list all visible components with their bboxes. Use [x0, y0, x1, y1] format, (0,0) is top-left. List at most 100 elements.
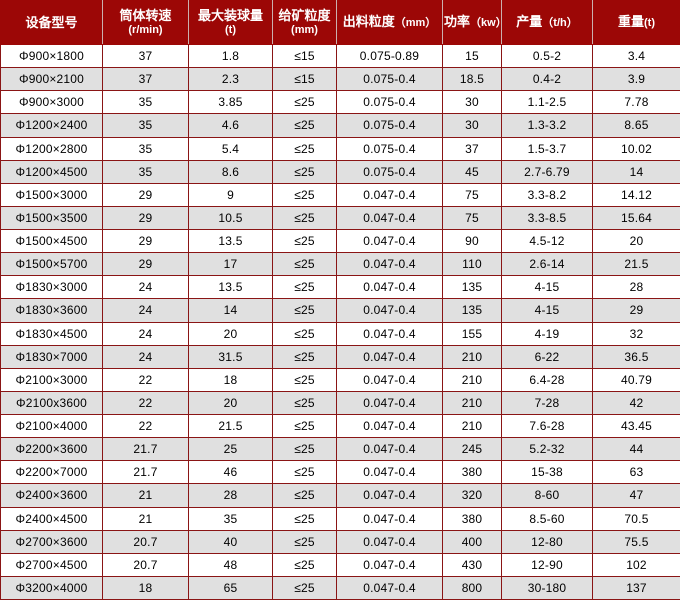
cell-capacity: 8-60	[501, 483, 593, 508]
cell-out_size: 0.047-0.4	[336, 205, 443, 231]
table-row: Φ1200×2400 35 4.6 ≤25 0.075-0.4 30 1.3-3.2 8.65	[0, 113, 680, 138]
cell-ball_load: 25	[188, 437, 273, 462]
column-header-capacity: 产量（t/h）	[501, 0, 593, 45]
cell-weight: 47	[592, 483, 680, 508]
cell-speed: 21	[102, 506, 189, 531]
cell-power: 800	[442, 575, 502, 600]
cell-weight: 32	[592, 321, 680, 346]
cell-feed_size: ≤25	[272, 113, 337, 138]
cell-out_size: 0.047-0.4	[336, 552, 443, 577]
cell-ball_load: 1.8	[188, 43, 273, 69]
cell-feed_size: ≤25	[272, 413, 337, 439]
cell-capacity: 4-15	[501, 298, 593, 323]
column-header-title: 给矿粒度	[278, 8, 331, 23]
cell-feed_size: ≤25	[272, 367, 337, 392]
cell-model: Φ1830×3600	[0, 298, 103, 323]
cell-ball_load: 17	[188, 252, 273, 277]
table-row: Φ1830×3000 24 13.5 ≤25 0.047-0.4 135 4-15 28	[0, 275, 680, 300]
cell-speed: 37	[102, 67, 189, 92]
cell-speed: 21.7	[102, 460, 189, 485]
cell-out_size: 0.047-0.4	[336, 575, 443, 600]
cell-ball_load: 5.4	[188, 136, 273, 161]
cell-ball_load: 14	[188, 298, 273, 323]
cell-capacity: 0.5-2	[501, 43, 593, 69]
cell-power: 210	[442, 390, 502, 416]
cell-capacity: 8.5-60	[501, 506, 593, 531]
cell-ball_load: 10.5	[188, 205, 273, 231]
cell-model: Φ2100×3000	[0, 367, 103, 392]
cell-capacity: 1.1-2.5	[501, 90, 593, 115]
cell-power: 155	[442, 321, 502, 346]
cell-power: 110	[442, 252, 502, 277]
column-header-power: 功率（kw）	[442, 0, 507, 45]
cell-power: 75	[442, 205, 502, 231]
table-row: Φ2400×3600 21 28 ≤25 0.047-0.4 320 8-60 47	[0, 483, 680, 508]
cell-out_size: 0.047-0.4	[336, 275, 443, 300]
table-row: Φ1830×7000 24 31.5 ≤25 0.047-0.4 210 6-22 36.5	[0, 344, 680, 369]
column-header-speed: 筒体转速 (r/min)	[102, 0, 189, 45]
cell-ball_load: 9	[188, 182, 273, 207]
cell-capacity: 0.4-2	[501, 67, 593, 92]
cell-speed: 29	[102, 228, 189, 254]
cell-weight: 102	[592, 552, 680, 577]
cell-feed_size: ≤25	[272, 159, 337, 184]
column-header-unit: (r/min)	[128, 24, 163, 36]
cell-model: Φ2200×7000	[0, 460, 103, 485]
cell-ball_load: 48	[188, 552, 273, 577]
cell-feed_size: ≤25	[272, 321, 337, 346]
cell-weight: 29	[592, 298, 680, 323]
cell-power: 210	[442, 413, 502, 439]
cell-model: Φ2700×4500	[0, 552, 103, 577]
cell-weight: 42	[592, 390, 680, 416]
cell-feed_size: ≤25	[272, 552, 337, 577]
cell-speed: 35	[102, 159, 189, 184]
cell-out_size: 0.047-0.4	[336, 506, 443, 531]
table-row: Φ900×2100 37 2.3 ≤15 0.075-0.4 18.5 0.4-2 3.9	[0, 67, 680, 92]
cell-ball_load: 35	[188, 506, 273, 531]
cell-speed: 21.7	[102, 437, 189, 462]
cell-weight: 137	[592, 575, 680, 600]
cell-feed_size: ≤25	[272, 205, 337, 231]
cell-model: Φ1830×7000	[0, 344, 103, 369]
cell-model: Φ1500×4500	[0, 228, 103, 254]
column-header-out_size: 出料粒度（mm）	[336, 0, 443, 45]
cell-ball_load: 65	[188, 575, 273, 600]
cell-out_size: 0.047-0.4	[336, 228, 443, 254]
cell-weight: 3.9	[592, 67, 680, 92]
cell-feed_size: ≤15	[272, 67, 337, 92]
column-header-title: 出料粒度	[342, 14, 395, 29]
cell-feed_size: ≤15	[272, 43, 337, 69]
cell-out_size: 0.047-0.4	[336, 460, 443, 485]
cell-weight: 44	[592, 437, 680, 462]
cell-power: 380	[442, 506, 502, 531]
table-row: Φ2400×4500 21 35 ≤25 0.047-0.4 380 8.5-60 70.5	[0, 506, 680, 531]
cell-feed_size: ≤25	[272, 529, 337, 554]
cell-capacity: 15-38	[501, 460, 593, 485]
cell-weight: 7.78	[592, 90, 680, 115]
cell-capacity: 7.6-28	[501, 413, 593, 439]
cell-ball_load: 28	[188, 483, 273, 508]
column-header-unit: (mm)	[291, 24, 318, 36]
cell-model: Φ2700×3600	[0, 529, 103, 554]
cell-feed_size: ≤25	[272, 275, 337, 300]
cell-power: 90	[442, 228, 502, 254]
cell-weight: 70.5	[592, 506, 680, 531]
cell-ball_load: 40	[188, 529, 273, 554]
table-row: Φ2700×3600 20.7 40 ≤25 0.047-0.4 400 12-80 75.5	[0, 529, 680, 554]
cell-out_size: 0.047-0.4	[336, 367, 443, 392]
cell-power: 75	[442, 182, 502, 207]
cell-ball_load: 13.5	[188, 275, 273, 300]
cell-speed: 24	[102, 275, 189, 300]
cell-speed: 35	[102, 113, 189, 138]
cell-weight: 40.79	[592, 367, 680, 392]
column-header-title: 产量	[516, 14, 543, 29]
cell-speed: 21	[102, 483, 189, 508]
cell-speed: 24	[102, 321, 189, 346]
column-header-unit: （kw）	[470, 17, 507, 29]
cell-power: 37	[442, 136, 502, 161]
cell-capacity: 7-28	[501, 390, 593, 416]
table-row: Φ1830×4500 24 20 ≤25 0.047-0.4 155 4-19 32	[0, 321, 680, 346]
column-header-title: 功率	[444, 14, 471, 29]
column-header-ball_load: 最大装球量 (t)	[188, 0, 273, 45]
cell-power: 18.5	[442, 67, 502, 92]
